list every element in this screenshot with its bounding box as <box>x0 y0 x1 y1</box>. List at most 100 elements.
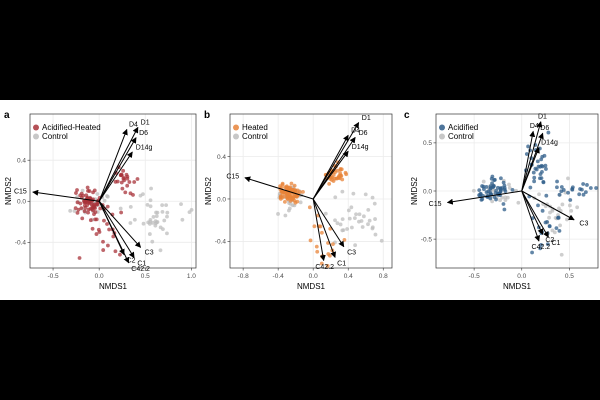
point-control <box>557 206 561 211</box>
legend-label: Acidified <box>448 123 478 132</box>
point-control <box>154 214 159 219</box>
y-tick-label: 0.0 <box>17 199 26 206</box>
point-control <box>550 228 555 233</box>
point-acidified <box>538 246 543 251</box>
point-control <box>370 195 375 200</box>
point-control <box>141 192 145 197</box>
point-heated <box>284 186 289 191</box>
point-control <box>147 232 152 236</box>
point-control <box>349 225 354 230</box>
vector-label: D6 <box>540 125 549 132</box>
point-heated <box>278 184 282 189</box>
point-acidified-heated <box>75 210 80 215</box>
point-acidified <box>542 153 547 158</box>
point-heated <box>312 224 317 229</box>
point-acidified-heated <box>92 205 96 209</box>
point-acidified <box>559 185 564 189</box>
point-acidified <box>501 202 506 206</box>
point-control <box>340 228 345 233</box>
panel-a: -0.5 0.0 0.5 1.0 -0.4 0.0 0.4 NMDS1 NMDS2 D4 D1 D6 D… <box>4 110 197 291</box>
point-heated <box>328 177 333 181</box>
point-control <box>575 205 580 210</box>
point-heated <box>289 181 294 186</box>
point-acidified-heated <box>101 248 106 252</box>
legend-label: Control <box>448 132 474 141</box>
point-heated <box>342 238 347 242</box>
point-control <box>373 217 377 221</box>
point-acidified <box>554 226 559 230</box>
vector-label: C3 <box>347 249 356 256</box>
point-control <box>80 188 85 193</box>
vector-label: D14g <box>352 144 369 151</box>
vector-arrow <box>521 121 543 192</box>
point-acidified <box>541 180 546 185</box>
point-heated <box>319 261 324 266</box>
point-control <box>155 220 160 224</box>
point-acidified-heated <box>98 206 103 211</box>
point-acidified-heated <box>118 173 123 178</box>
nmds-figure: -0.5 0.0 0.5 1.0 -0.4 0.0 0.4 NMDS1 NMDS2 D4 D1 D6 D… <box>0 100 600 300</box>
point-control <box>340 189 345 194</box>
point-acidified-heated <box>132 180 137 184</box>
vector-arrow <box>446 190 522 205</box>
point-acidified <box>544 193 549 198</box>
legend-key <box>439 124 445 131</box>
vector-label: C3 <box>579 220 588 227</box>
point-control <box>95 192 100 196</box>
vector-label: C2 <box>127 258 136 265</box>
vector-arrow <box>521 190 575 221</box>
point-control <box>333 218 337 223</box>
point-acidified-heated <box>88 218 93 223</box>
point-acidified <box>498 189 503 194</box>
point-heated <box>338 167 343 171</box>
legend-label: Control <box>42 132 68 141</box>
point-heated <box>327 181 332 186</box>
vector-label: D4 <box>530 123 539 130</box>
point-control <box>346 208 351 213</box>
point-acidified-heated <box>86 210 90 215</box>
point-acidified <box>583 190 588 195</box>
point-control <box>298 200 303 205</box>
point-acidified-heated <box>106 243 110 248</box>
point-control <box>560 202 565 207</box>
plot-border <box>29 113 197 269</box>
point-control <box>565 217 569 222</box>
point-acidified-heated <box>120 186 125 191</box>
point-acidified <box>491 184 496 189</box>
point-acidified <box>556 215 561 220</box>
point-control <box>379 238 384 243</box>
point-control <box>288 202 293 206</box>
point-acidified <box>486 189 491 194</box>
legend-key <box>233 124 239 131</box>
y-tick-label: 0.5 <box>423 140 432 147</box>
vector-label: D14g <box>541 140 558 147</box>
point-control <box>357 212 362 217</box>
point-control <box>283 213 288 218</box>
vector-label: C15 <box>226 173 239 180</box>
vector-arrow <box>521 147 540 192</box>
vector-arrow <box>98 137 137 202</box>
point-acidified <box>557 228 562 233</box>
vector-label: D1 <box>362 115 371 122</box>
point-control <box>353 243 358 248</box>
panel-c: -0.5 0.0 0.5 -0.5 0.0 0.5 NMDS1 NMDS2 D1 D4 D6 D14g… <box>404 110 599 291</box>
point-acidified <box>543 220 548 225</box>
x-tick-label: -0.5 <box>47 273 59 280</box>
point-acidified-heated <box>121 168 126 173</box>
point-control <box>72 209 77 213</box>
point-heated <box>278 197 283 201</box>
point-heated <box>278 194 283 199</box>
point-acidified <box>498 176 503 181</box>
point-control <box>345 227 350 231</box>
point-heated <box>295 199 300 204</box>
x-tick-label: 0.0 <box>95 273 104 280</box>
point-acidified-heated <box>76 207 81 212</box>
point-heated <box>280 181 285 186</box>
point-control <box>160 209 165 214</box>
point-acidified-heated <box>94 202 99 207</box>
point-control <box>548 210 552 215</box>
point-acidified <box>540 169 544 174</box>
point-acidified-heated <box>105 222 109 226</box>
point-acidified <box>539 163 544 168</box>
point-control <box>569 208 574 213</box>
